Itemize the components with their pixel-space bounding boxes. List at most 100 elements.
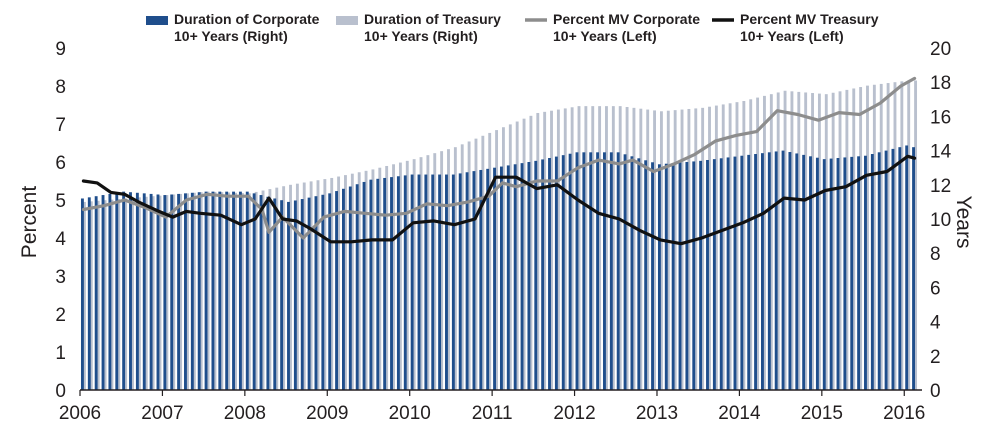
bar-duration-corporate: [245, 191, 249, 390]
bar-duration-treasury: [282, 186, 286, 390]
bar-duration-corporate: [129, 192, 132, 390]
bar-duration-corporate: [664, 163, 668, 390]
y-left-tick-label: 9: [55, 39, 66, 60]
y-axis-right-title: Years: [952, 196, 975, 249]
bar-duration-corporate: [472, 171, 476, 390]
bar-duration-corporate: [149, 193, 153, 390]
bar-duration-treasury: [158, 195, 162, 390]
bar-duration-treasury: [529, 115, 533, 390]
y-left-tick-label: 8: [55, 77, 66, 98]
y-left-tick-label: 6: [55, 153, 66, 174]
bar-duration-corporate: [520, 163, 524, 390]
bar-duration-treasury: [742, 101, 746, 390]
bar-duration-corporate: [829, 158, 833, 390]
bar-duration-treasury: [900, 81, 904, 390]
bar-duration-treasury: [495, 130, 499, 390]
bar-duration-treasury: [824, 94, 828, 391]
bar-duration-treasury: [735, 102, 739, 391]
bar-duration-treasury: [89, 201, 93, 390]
bar-duration-corporate: [458, 173, 462, 390]
bar-duration-treasury: [618, 106, 622, 390]
bar-duration-corporate: [232, 191, 235, 390]
bar-duration-treasury: [261, 190, 265, 390]
bar-duration-corporate: [218, 191, 222, 390]
bar-duration-corporate: [142, 193, 146, 390]
bar-duration-corporate: [719, 158, 723, 390]
bar-duration-corporate: [383, 177, 387, 390]
bar-duration-treasury: [268, 189, 272, 390]
bar-duration-treasury: [584, 106, 588, 390]
bar-duration-treasury: [639, 108, 643, 390]
bar-duration-corporate: [493, 167, 496, 390]
x-tick-label: 2008: [224, 403, 266, 424]
bar-duration-corporate: [527, 162, 531, 390]
bar-duration-corporate: [630, 156, 634, 390]
bar-duration-treasury: [275, 187, 279, 390]
y-right-tick-label: 14: [930, 142, 952, 163]
bar-duration-corporate: [912, 147, 915, 390]
line-series-group: [81, 76, 917, 246]
bar-duration-treasury: [110, 199, 114, 390]
bar-duration-treasury: [783, 90, 787, 390]
bar-duration-corporate: [864, 155, 867, 390]
legend-label: 10+ Years (Left): [740, 28, 844, 44]
bar-duration-corporate: [108, 193, 112, 390]
bar-duration-corporate: [486, 168, 490, 390]
bar-duration-treasury: [453, 147, 457, 390]
bar-duration-corporate: [603, 152, 606, 390]
bar-duration-treasury: [687, 108, 691, 391]
bar-duration-treasury: [673, 110, 677, 390]
line-pct-mv-treasury: [81, 154, 917, 246]
bar-duration-corporate: [170, 194, 174, 390]
bar-duration-treasury: [886, 83, 890, 391]
bar-duration-corporate: [451, 174, 455, 390]
bar-duration-treasury: [749, 99, 753, 391]
bar-duration-treasury: [605, 106, 608, 390]
y-right-tick-label: 10: [930, 210, 951, 231]
x-tick-label: 2013: [636, 403, 678, 424]
bar-duration-treasury: [811, 93, 814, 390]
bar-duration-treasury: [728, 103, 732, 390]
bar-duration-corporate: [809, 156, 812, 390]
bar-duration-corporate: [623, 154, 627, 390]
bar-duration-treasury: [838, 91, 842, 390]
bar-duration-treasury: [577, 106, 581, 390]
bar-duration-corporate: [225, 191, 229, 390]
y-axis-right-ticks: 0 2 4 6 8 10 12 14 16 18 20: [930, 39, 952, 402]
bar-duration-corporate: [651, 162, 654, 390]
bar-duration-corporate: [884, 150, 888, 390]
bar-duration-treasury: [659, 111, 663, 391]
bar-duration-corporate: [616, 152, 620, 390]
bar-duration-corporate: [465, 172, 469, 390]
bar-duration-corporate: [307, 197, 311, 391]
bar-duration-treasury: [790, 91, 794, 390]
bar-duration-treasury: [206, 191, 210, 390]
bar-duration-treasury: [172, 194, 176, 390]
bar-duration-corporate: [431, 174, 435, 390]
bar-duration-treasury: [144, 196, 148, 390]
bar-duration-treasury: [769, 94, 773, 391]
bar-duration-corporate: [410, 174, 414, 390]
bar-duration-treasury: [591, 106, 595, 390]
bar-duration-treasury: [103, 200, 107, 390]
bar-duration-treasury: [502, 127, 505, 390]
bar-duration-corporate: [403, 175, 407, 390]
bar-duration-treasury: [488, 132, 492, 390]
bar-duration-corporate: [706, 160, 709, 390]
bar-duration-corporate: [685, 162, 689, 390]
y-right-tick-label: 18: [930, 73, 951, 94]
bar-duration-treasury: [240, 193, 244, 390]
bar-duration-treasury: [419, 157, 423, 390]
bar-duration-treasury: [708, 106, 711, 391]
bar-duration-treasury: [220, 192, 224, 390]
bar-duration-corporate: [184, 193, 187, 390]
bar-duration-treasury: [845, 89, 849, 390]
bar-duration-corporate: [554, 156, 558, 390]
legend-label: 10+ Years (Right): [174, 28, 288, 44]
bar-duration-corporate: [678, 162, 682, 390]
bar-duration-corporate: [541, 159, 545, 390]
bar-duration-corporate: [740, 155, 744, 390]
